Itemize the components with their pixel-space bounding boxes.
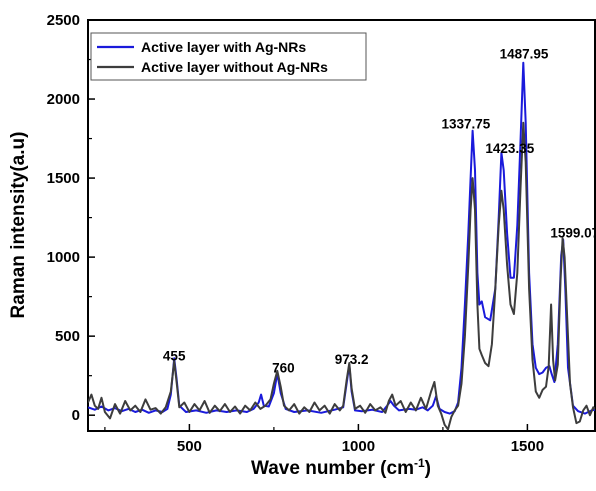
legend-box [90,32,367,81]
y-tick-label: 1000 [47,249,80,266]
x-axis-title: Wave number (cm-1) [251,456,431,479]
peak-label: 1423.35 [485,141,534,156]
peak-label: 1599.07 [550,225,596,240]
peak-label: 760 [272,361,295,376]
y-tick-label: 2000 [47,91,80,108]
x-tick-label: 1500 [511,438,544,455]
y-tick-label: 500 [55,328,80,345]
peak-label: 973.2 [335,352,369,367]
peak-label: 455 [163,349,186,364]
peak-label: 1487.95 [500,47,549,62]
legend: Active layer with Ag-NRs Active layer wi… [90,32,367,81]
legend-label-with-ag: Active layer with Ag-NRs [141,39,306,55]
y-axis-title: Raman intensity(a.u) [8,132,29,319]
series-line-without-ag-nrs [88,121,595,431]
plot-frame [87,19,596,432]
x-tick-label: 500 [177,438,202,455]
y-tick-label: 2500 [47,12,80,29]
y-tick-label: 0 [72,407,80,424]
x-tick-label: 1000 [342,438,375,455]
peak-label: 1337.75 [441,116,490,131]
legend-label-without-ag: Active layer without Ag-NRs [141,59,328,75]
y-tick-label: 1500 [47,170,80,187]
